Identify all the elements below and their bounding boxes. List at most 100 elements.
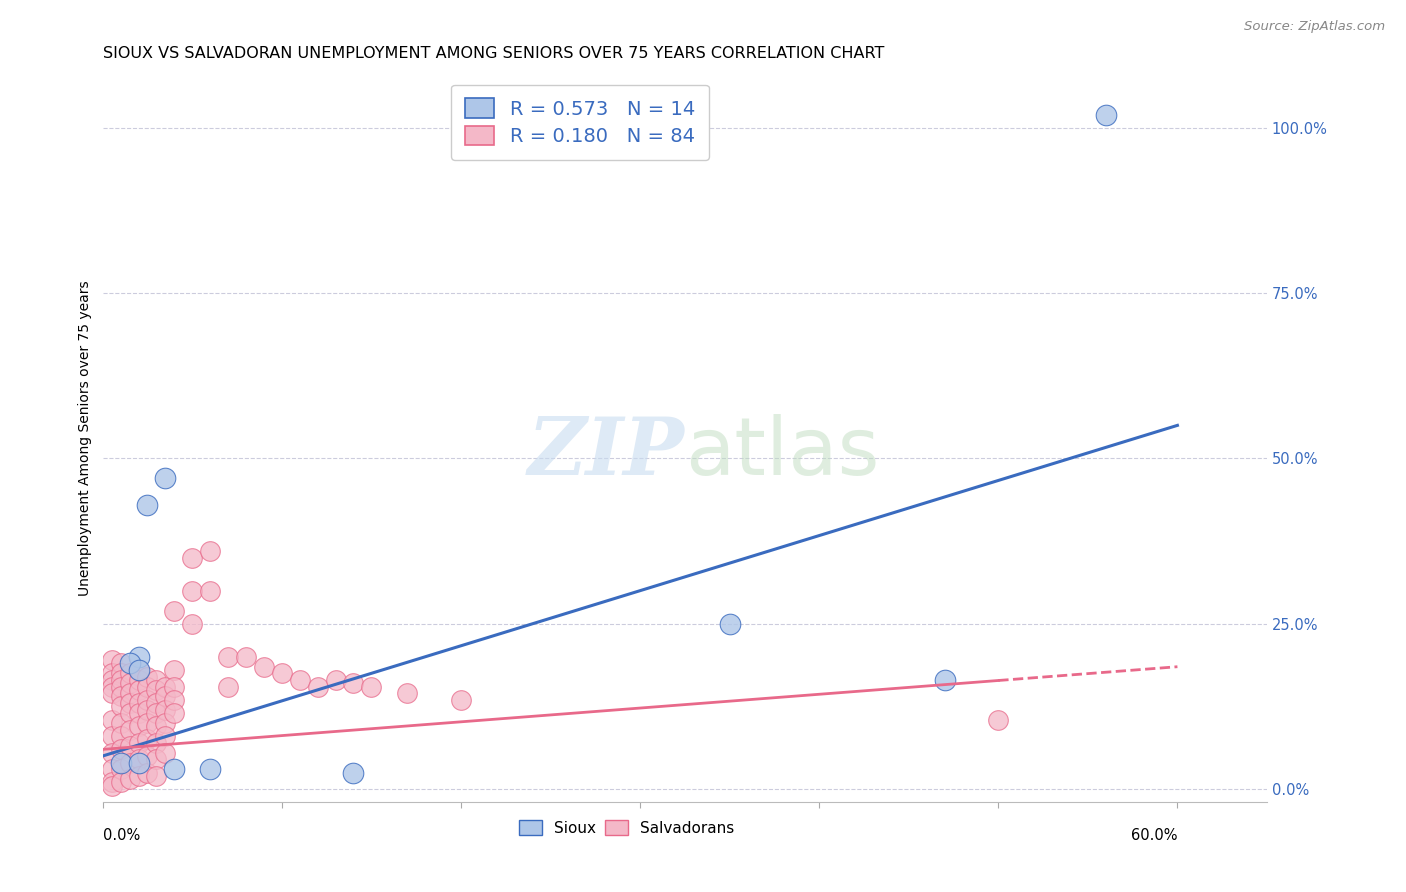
Point — [118, 772, 141, 786]
Point — [198, 762, 221, 776]
Point — [155, 703, 177, 717]
Point — [118, 756, 141, 770]
Point — [100, 746, 122, 760]
Point — [100, 779, 122, 793]
Point — [100, 653, 122, 667]
Point — [934, 673, 956, 687]
Point — [163, 680, 186, 694]
Point — [128, 706, 150, 720]
Point — [136, 693, 159, 707]
Point — [198, 583, 221, 598]
Point — [342, 765, 364, 780]
Point — [128, 673, 150, 687]
Point — [145, 752, 167, 766]
Point — [118, 686, 141, 700]
Point — [270, 666, 292, 681]
Point — [360, 680, 382, 694]
Point — [118, 676, 141, 690]
Text: 0.0%: 0.0% — [103, 828, 141, 843]
Point — [198, 544, 221, 558]
Point — [118, 696, 141, 710]
Y-axis label: Unemployment Among Seniors over 75 years: Unemployment Among Seniors over 75 years — [79, 281, 93, 597]
Legend: Sioux, Salvadorans: Sioux, Salvadorans — [513, 814, 741, 842]
Point — [145, 706, 167, 720]
Point — [155, 715, 177, 730]
Point — [118, 706, 141, 720]
Point — [128, 769, 150, 783]
Point — [128, 736, 150, 750]
Point — [128, 752, 150, 766]
Point — [163, 603, 186, 617]
Point — [145, 682, 167, 697]
Point — [718, 616, 741, 631]
Point — [110, 742, 132, 756]
Point — [118, 657, 141, 671]
Point — [100, 729, 122, 743]
Text: 60.0%: 60.0% — [1130, 828, 1177, 843]
Point — [110, 690, 132, 704]
Point — [110, 699, 132, 714]
Point — [181, 616, 204, 631]
Point — [100, 666, 122, 681]
Point — [128, 649, 150, 664]
Point — [1094, 107, 1116, 121]
Point — [136, 732, 159, 747]
Text: Source: ZipAtlas.com: Source: ZipAtlas.com — [1244, 20, 1385, 33]
Point — [155, 471, 177, 485]
Text: ZIP: ZIP — [529, 415, 685, 491]
Point — [396, 686, 419, 700]
Point — [100, 775, 122, 789]
Point — [145, 769, 167, 783]
Point — [110, 775, 132, 789]
Point — [155, 690, 177, 704]
Point — [128, 756, 150, 770]
Point — [110, 657, 132, 671]
Point — [136, 670, 159, 684]
Point — [325, 673, 347, 687]
Point — [128, 682, 150, 697]
Point — [110, 673, 132, 687]
Point — [118, 666, 141, 681]
Point — [128, 696, 150, 710]
Point — [128, 663, 150, 677]
Point — [110, 666, 132, 681]
Point — [181, 550, 204, 565]
Point — [145, 696, 167, 710]
Point — [110, 729, 132, 743]
Point — [110, 715, 132, 730]
Point — [288, 673, 311, 687]
Point — [136, 703, 159, 717]
Point — [163, 693, 186, 707]
Point — [155, 680, 177, 694]
Point — [100, 713, 122, 727]
Point — [128, 663, 150, 677]
Point — [307, 680, 329, 694]
Point — [110, 680, 132, 694]
Point — [145, 673, 167, 687]
Point — [100, 680, 122, 694]
Point — [100, 686, 122, 700]
Point — [163, 706, 186, 720]
Point — [181, 583, 204, 598]
Point — [118, 723, 141, 737]
Point — [110, 762, 132, 776]
Point — [100, 673, 122, 687]
Point — [136, 715, 159, 730]
Point — [163, 663, 186, 677]
Point — [136, 680, 159, 694]
Point — [217, 680, 239, 694]
Point — [235, 649, 257, 664]
Point — [128, 719, 150, 733]
Text: SIOUX VS SALVADORAN UNEMPLOYMENT AMONG SENIORS OVER 75 YEARS CORRELATION CHART: SIOUX VS SALVADORAN UNEMPLOYMENT AMONG S… — [103, 46, 884, 62]
Point — [155, 729, 177, 743]
Point — [110, 756, 132, 770]
Text: atlas: atlas — [685, 414, 879, 492]
Point — [155, 746, 177, 760]
Point — [100, 762, 122, 776]
Point — [217, 649, 239, 664]
Point — [450, 693, 472, 707]
Point — [987, 713, 1010, 727]
Point — [145, 719, 167, 733]
Point — [136, 765, 159, 780]
Point — [118, 739, 141, 753]
